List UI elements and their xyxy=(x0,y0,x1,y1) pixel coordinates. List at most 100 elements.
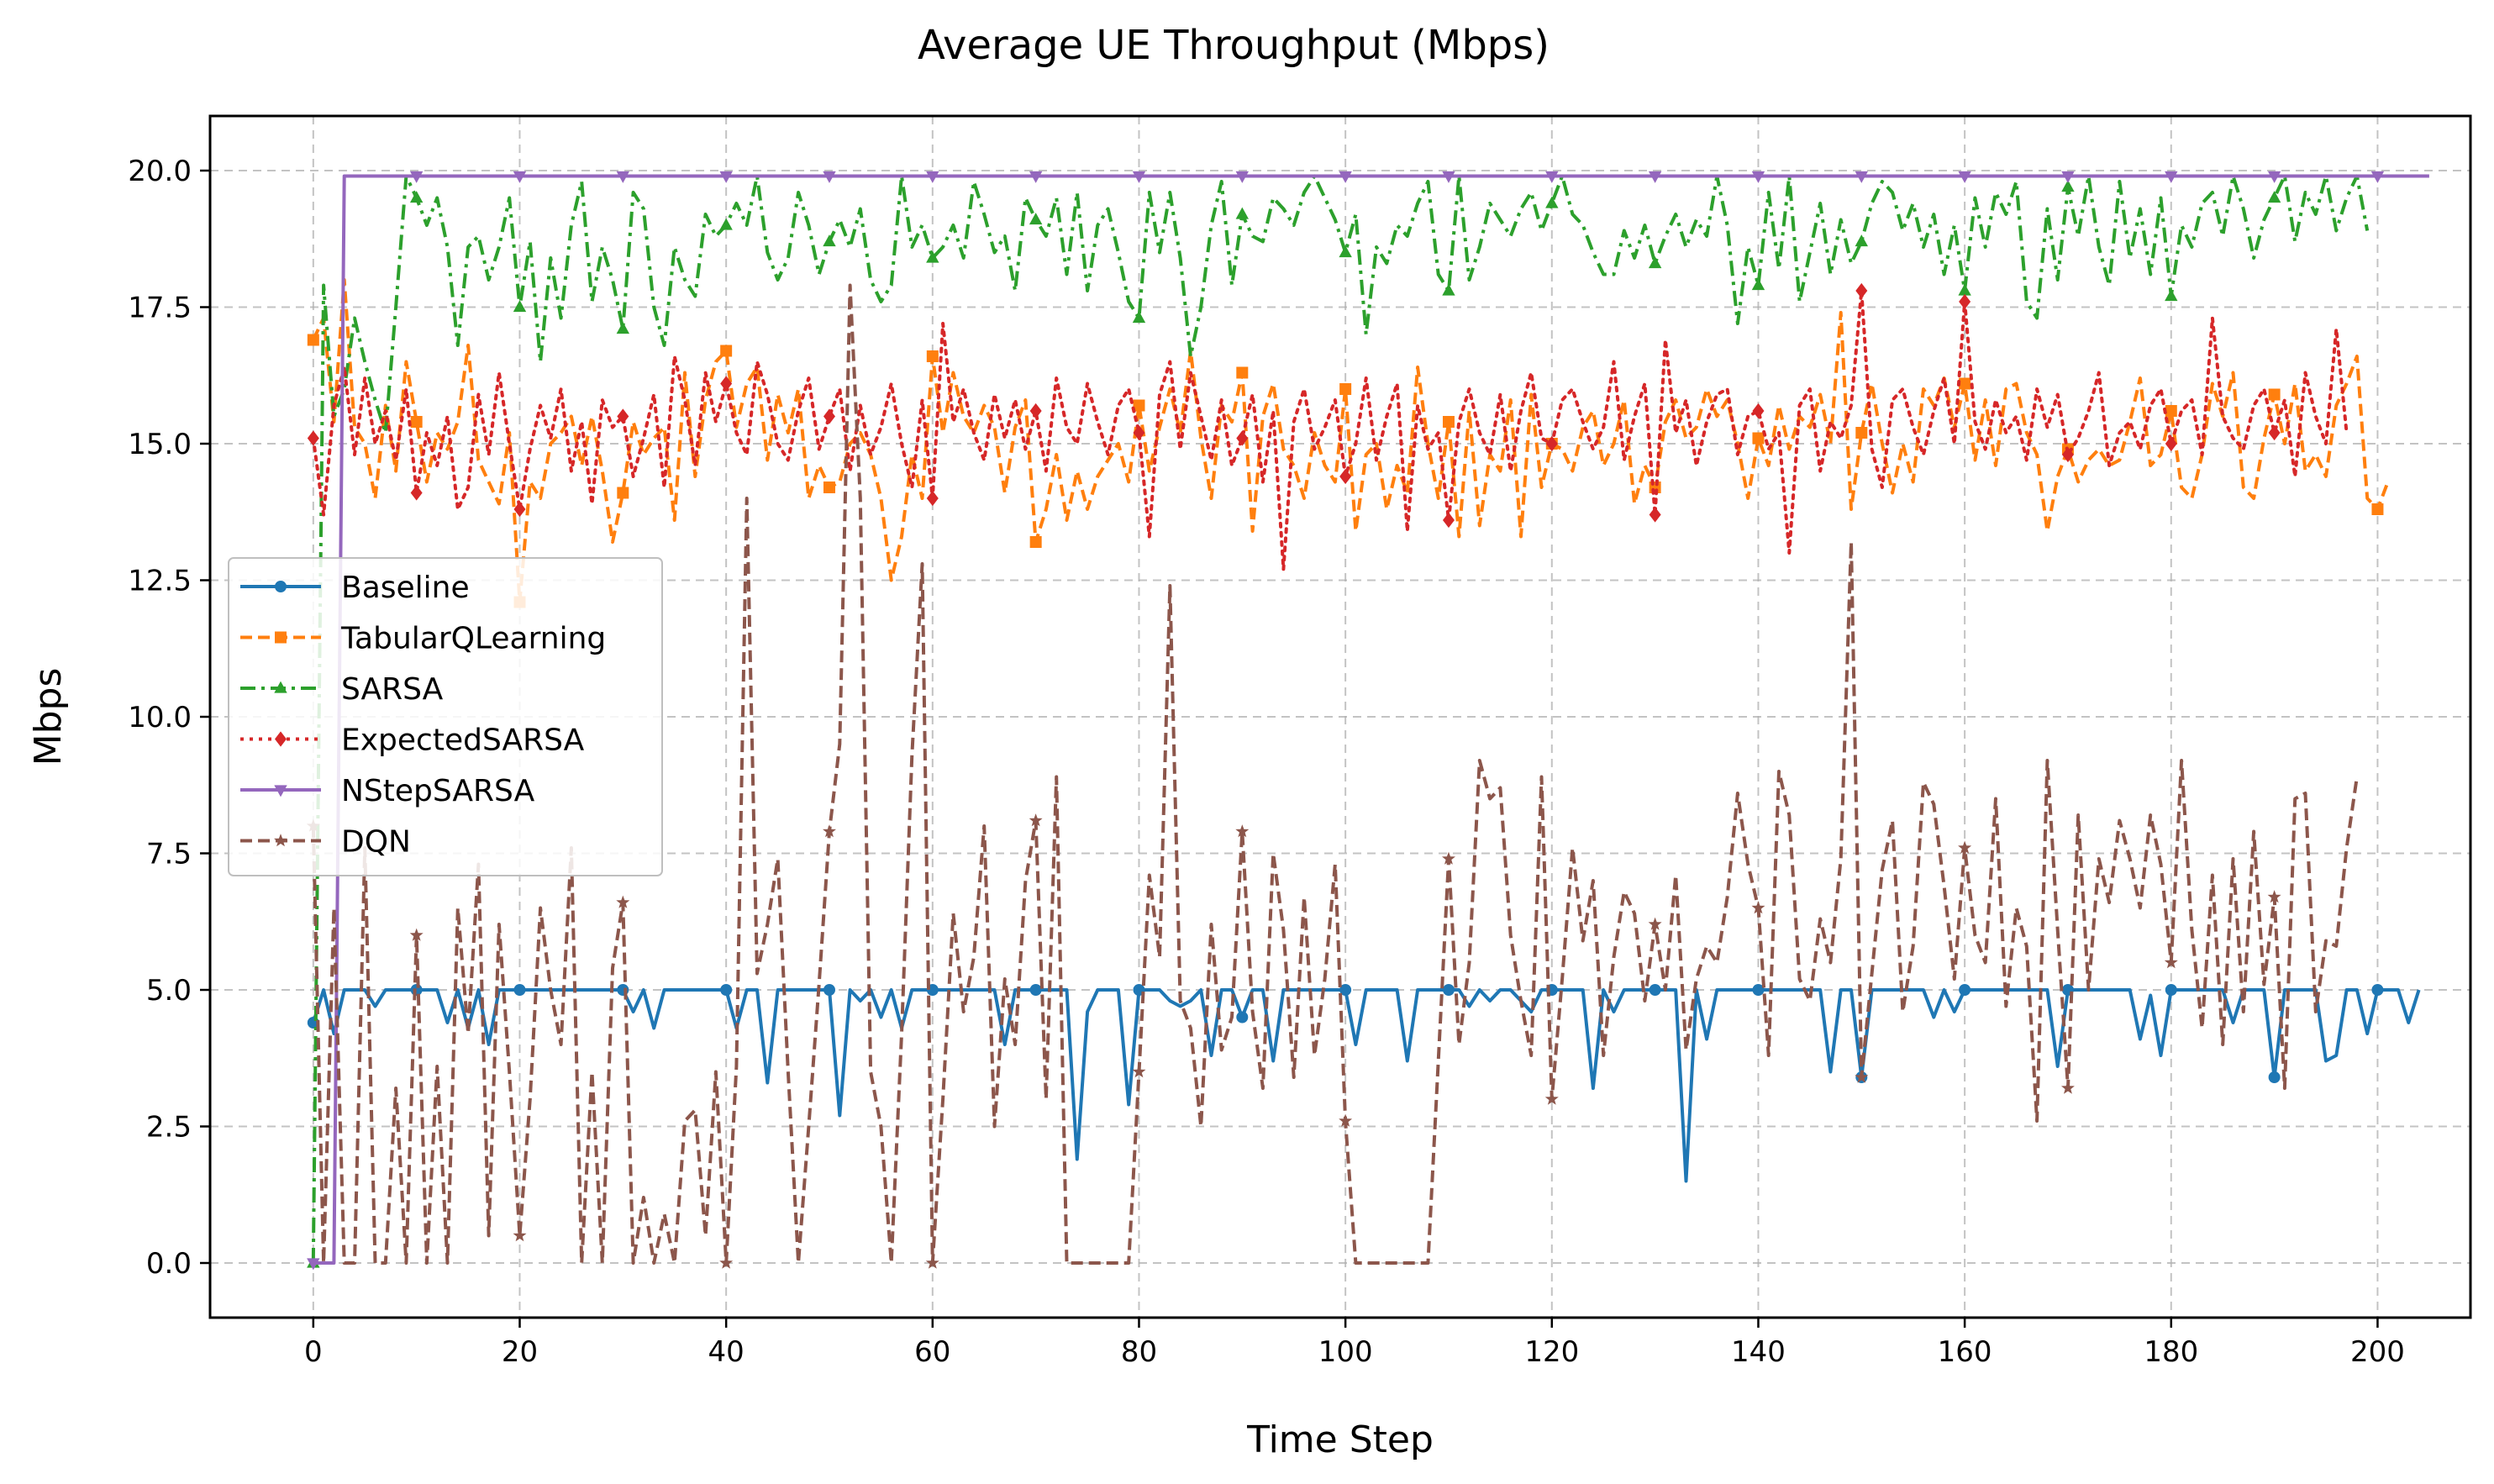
data-point xyxy=(823,984,835,996)
data-point xyxy=(1235,171,1250,183)
data-point xyxy=(1029,403,1042,419)
data-point xyxy=(719,218,733,230)
data-point xyxy=(410,485,423,501)
data-point xyxy=(2165,984,2177,996)
data-point xyxy=(1545,435,1558,452)
data-point xyxy=(1029,984,1042,996)
data-point xyxy=(409,191,424,203)
data-point xyxy=(513,300,527,313)
data-point xyxy=(616,895,630,908)
legend-label: TabularQLearning xyxy=(340,622,606,656)
data-point xyxy=(2061,180,2075,192)
x-tick-label: 160 xyxy=(1938,1335,1992,1369)
data-point xyxy=(2061,446,2074,463)
chart-title: Average UE Throughput (Mbps) xyxy=(918,22,1550,69)
data-point xyxy=(1236,1011,1249,1024)
data-point xyxy=(823,408,835,424)
data-point xyxy=(1959,293,1971,310)
legend-label: NStepSARSA xyxy=(341,774,535,808)
series-line xyxy=(311,278,2390,604)
x-tick-label: 140 xyxy=(1731,1335,1786,1369)
data-point xyxy=(1545,171,1559,183)
x-tick-label: 180 xyxy=(2144,1335,2198,1369)
legend-marker xyxy=(275,581,287,592)
series-line xyxy=(313,174,2429,1265)
data-point xyxy=(1751,171,1765,183)
data-point xyxy=(1855,1070,1869,1083)
data-point xyxy=(1959,984,1971,996)
data-point xyxy=(926,490,939,507)
data-point xyxy=(2268,1071,2281,1083)
data-point xyxy=(2371,503,2384,515)
data-point xyxy=(823,171,836,183)
legend: Baseline TabularQLearning SARSA ExpectedSAR… xyxy=(228,557,663,876)
series-line xyxy=(311,174,2370,1264)
x-tick-label: 40 xyxy=(708,1335,745,1369)
data-point xyxy=(617,487,629,499)
y-tick-label: 15.0 xyxy=(128,428,192,461)
data-point xyxy=(823,824,836,838)
data-point xyxy=(2267,890,2281,903)
data-point xyxy=(2267,171,2281,183)
data-point xyxy=(1235,824,1250,838)
legend-marker xyxy=(274,681,287,693)
data-point xyxy=(720,984,733,996)
data-point xyxy=(1133,399,1145,412)
data-point xyxy=(1236,430,1249,446)
data-point xyxy=(1132,171,1146,183)
data-point xyxy=(2370,171,2385,183)
data-point xyxy=(2165,405,2177,417)
x-tick-label: 120 xyxy=(1524,1335,1579,1369)
data-point xyxy=(1855,282,1868,299)
data-point xyxy=(616,322,630,334)
data-point xyxy=(1442,512,1455,529)
data-point xyxy=(1339,383,1352,395)
data-point xyxy=(1029,171,1043,183)
data-point xyxy=(616,171,630,183)
x-tick-label: 0 xyxy=(304,1335,323,1369)
legend-item: TabularQLearning xyxy=(240,622,606,656)
x-tick-label: 80 xyxy=(1121,1335,1157,1369)
data-point xyxy=(1958,283,1971,296)
data-point xyxy=(926,350,939,362)
data-point xyxy=(1029,213,1043,225)
data-point xyxy=(1133,424,1145,441)
data-point xyxy=(1442,984,1455,996)
data-point xyxy=(926,171,939,183)
data-point xyxy=(1855,427,1868,439)
data-point xyxy=(823,234,836,247)
data-point xyxy=(1544,1092,1559,1105)
data-point xyxy=(1442,416,1455,428)
data-point xyxy=(307,430,319,446)
data-point xyxy=(823,482,835,493)
legend-label: SARSA xyxy=(341,672,444,707)
data-point xyxy=(513,171,527,183)
data-point xyxy=(719,1255,734,1269)
series-line xyxy=(311,283,2359,1265)
data-point xyxy=(1339,468,1352,485)
y-axis: 0.0 2.5 5.0 7.5 10.0 12.5 15.0 17.5 20.0 xyxy=(128,155,210,1281)
data-series xyxy=(306,171,2429,1271)
data-point xyxy=(1855,234,1868,247)
data-point xyxy=(513,1229,527,1242)
data-point xyxy=(1339,984,1352,996)
data-point xyxy=(1648,917,1662,930)
series-expectedsarsa xyxy=(307,282,2349,571)
data-point xyxy=(2165,171,2178,183)
data-point xyxy=(1752,432,1765,445)
data-point xyxy=(307,1258,320,1271)
data-point xyxy=(1649,984,1661,996)
x-tick-label: 200 xyxy=(2350,1335,2405,1369)
legend-item: Baseline xyxy=(240,571,470,605)
y-tick-label: 0.0 xyxy=(146,1247,192,1281)
data-point xyxy=(1339,171,1352,183)
legend-marker xyxy=(275,631,287,644)
x-axis-label: Time Step xyxy=(1246,1418,1434,1461)
data-point xyxy=(719,171,733,183)
data-point xyxy=(410,416,423,428)
series-dqn xyxy=(306,283,2359,1269)
data-point xyxy=(925,1255,939,1269)
data-point xyxy=(1959,377,1971,390)
data-point xyxy=(2371,984,2384,996)
